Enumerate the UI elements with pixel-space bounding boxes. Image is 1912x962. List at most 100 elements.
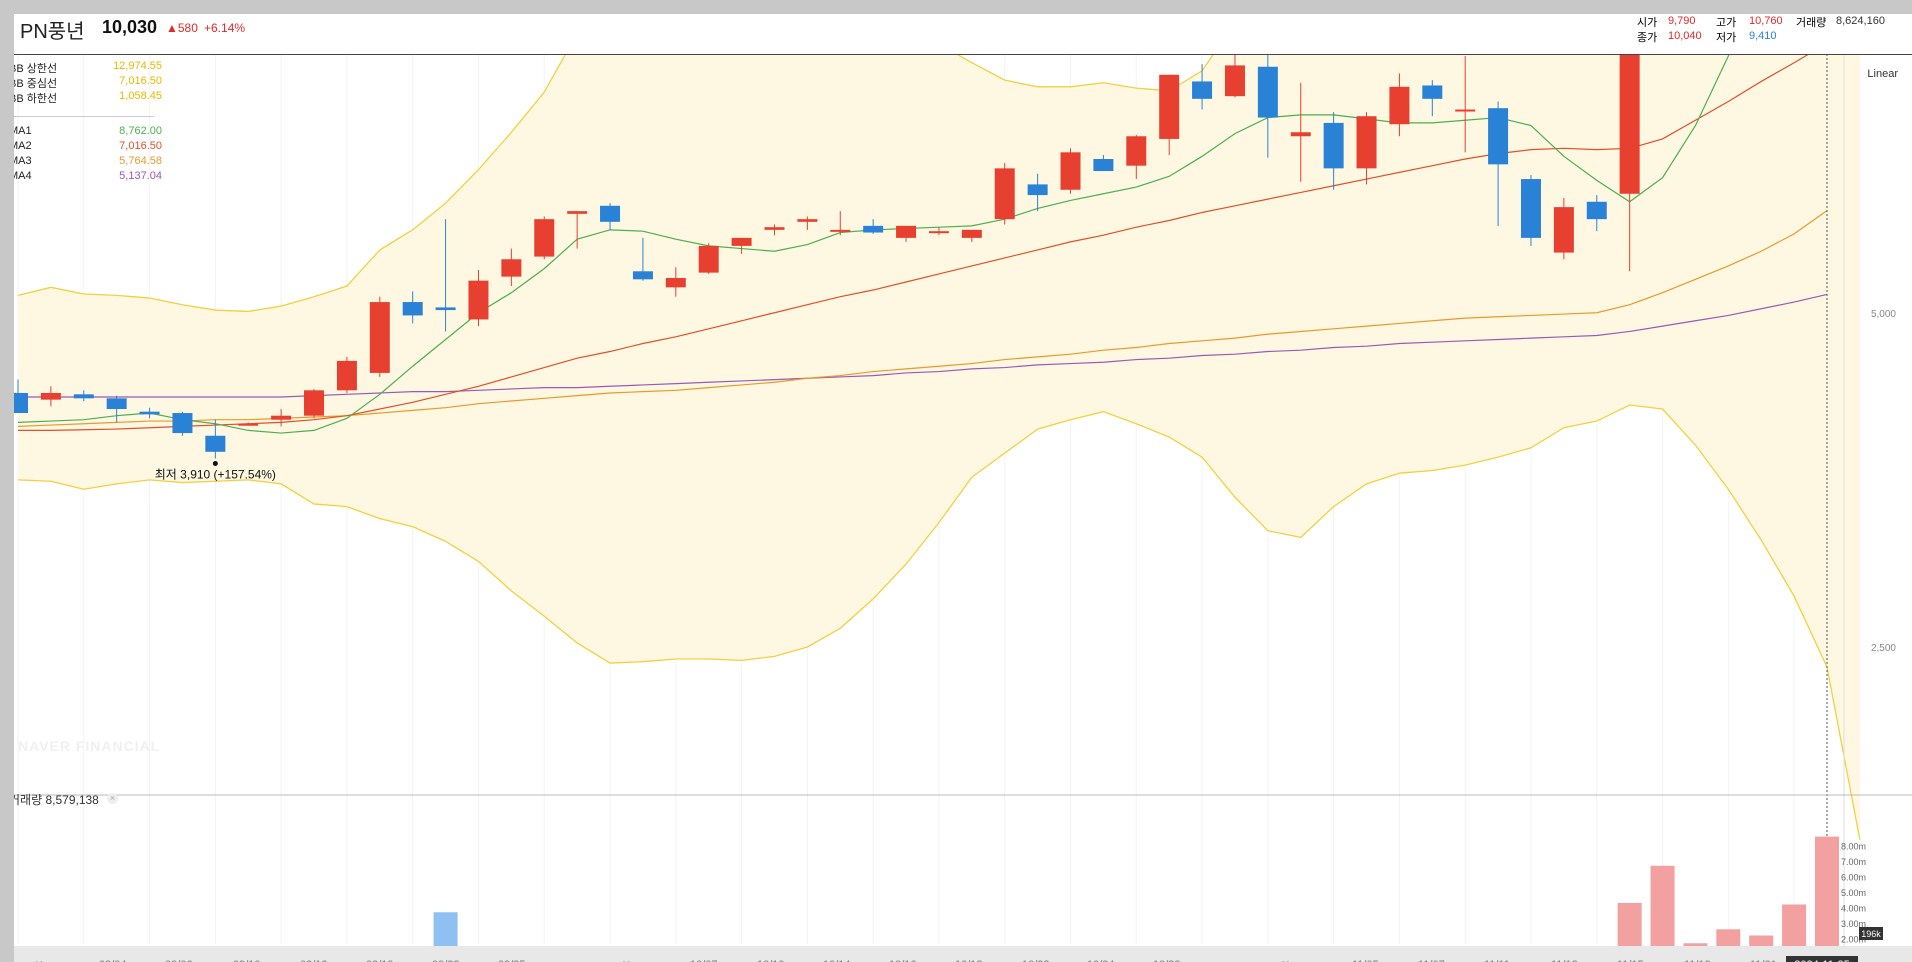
candle-body [40,392,61,400]
candle-body [402,302,423,316]
legend-ma1[interactable]: MA1 8,762.00 [14,125,169,139]
candle-body [1455,109,1476,112]
high-label: 고가 [1716,17,1737,29]
legend-name: MA3 [14,155,32,167]
legend-ma4[interactable]: MA4 5,137.04 [14,170,169,184]
legend-bb-upper[interactable]: BB 상한선 12,974.55 [14,60,169,75]
candle-body [1126,136,1147,166]
candle-body [863,225,884,233]
legend-ma3[interactable]: MA3 5,764.58 [14,155,169,169]
date-label: 09/23 [432,959,460,962]
legend-name: BB 상한선 [14,63,58,75]
date-label: 11/07 [1418,959,1445,962]
candle-body [896,225,917,238]
candle-body [369,302,390,373]
legend-name: MA1 [14,125,32,137]
scale-toggle[interactable]: Linear [1867,68,1898,80]
candle-body [567,211,588,214]
legend-value: 7,016.50 [119,75,162,87]
volume-tag-text: 196k [1861,929,1881,939]
candle-body [665,277,686,288]
candle-body [534,219,555,257]
candle-body [14,392,28,414]
date-label: 11/21 [1750,959,1777,962]
legend-bb-middle[interactable]: BB 중심선 7,016.50 [14,75,169,90]
volume-panel-value: 8,579,138 [45,793,99,807]
volume-tick-label: 8.00m [1841,842,1866,852]
candle-body [797,219,818,222]
ma3-line [17,210,1828,427]
legend-name: BB 중심선 [14,78,58,90]
legend-name: MA2 [14,140,32,152]
close-icon[interactable]: × [107,793,118,804]
candle-body [731,237,752,246]
volume-tag [1859,927,1883,940]
close-label: 종가 [1637,32,1658,44]
candle-body [435,307,456,311]
candle-body [1553,207,1574,253]
candle-body [928,231,949,234]
candle-body [600,205,621,222]
date-label: 10/22 [1022,959,1050,962]
candle-body [1060,152,1081,190]
candle-body [468,280,489,320]
stock-price: 10,030 [102,17,158,37]
date-label: 09/12 [300,959,328,962]
date-label: 09/19 [366,959,394,962]
open-label: 시가 [1637,17,1658,29]
volume-tick-label: 3.00m [1841,919,1866,929]
candle-body [961,229,982,238]
date-label: 10/24 [1087,959,1115,962]
watermark-logo: NAVER FINANCIAL [18,738,161,754]
ma1-line [17,14,1749,434]
candle-body [139,411,160,415]
stock-name: PN풍년 [20,21,85,43]
legend-value: 12,974.55 [113,60,162,72]
date-label: 09/25 [498,959,526,962]
volume-value: 8,624,160 [1836,15,1885,27]
low-marker [212,460,218,466]
legend-name: BB 하한선 [14,93,58,105]
price-tick-label: 5,000 [1871,309,1896,320]
candle-body [336,360,357,391]
legend-divider [14,116,154,117]
candle-body [830,229,851,232]
date-label: 10/28 [1153,959,1181,962]
volume-tick-label: 4.00m [1841,904,1866,914]
legend-ma2[interactable]: MA2 7,016.50 [14,140,169,154]
candle-body [271,415,292,420]
candle-body [1093,158,1114,172]
ma2-line [18,42,1828,432]
candle-body [238,423,259,426]
candle-body [1323,122,1344,169]
volume-panel-label: 거래량 [14,793,43,807]
legend-value: 1,058.45 [119,90,162,102]
date-label: 10/16 [889,959,917,962]
volume-tick-label: 6.00m [1841,873,1866,883]
date-axis-bar [14,946,1912,962]
date-label: 11/15 [1617,959,1644,962]
date-label: 11/05 [1352,959,1379,962]
price-tick-label: 2,500 [1871,643,1896,654]
candle-body [1520,179,1541,238]
low-label: 저가 [1716,32,1737,44]
open-value: 9,790 [1668,15,1696,27]
legend-name: MA4 [14,170,32,182]
candle-body [1159,74,1180,139]
candle-body [1619,14,1640,194]
volume-label: 거래량 [1796,17,1827,29]
close-value: 10,040 [1668,30,1702,42]
candle-body [1192,81,1213,99]
volume-tick-label: 7.00m [1841,857,1866,867]
legend-bb-lower[interactable]: BB 하한선 1,058.45 [14,90,169,105]
candle-body [1586,201,1607,220]
legend-value: 5,764.58 [119,155,162,167]
stock-header: PN풍년 10,030 ▲580 +6.14% 시가 9,790 고가 10,7… [14,14,1912,55]
volume-bar [1650,865,1675,962]
low-annotation: 최저 3,910 (+157.54%) [155,467,276,481]
candle-body [994,168,1015,220]
volume-tick-label: 2.00m [1841,935,1866,945]
candle-body [1027,184,1048,196]
